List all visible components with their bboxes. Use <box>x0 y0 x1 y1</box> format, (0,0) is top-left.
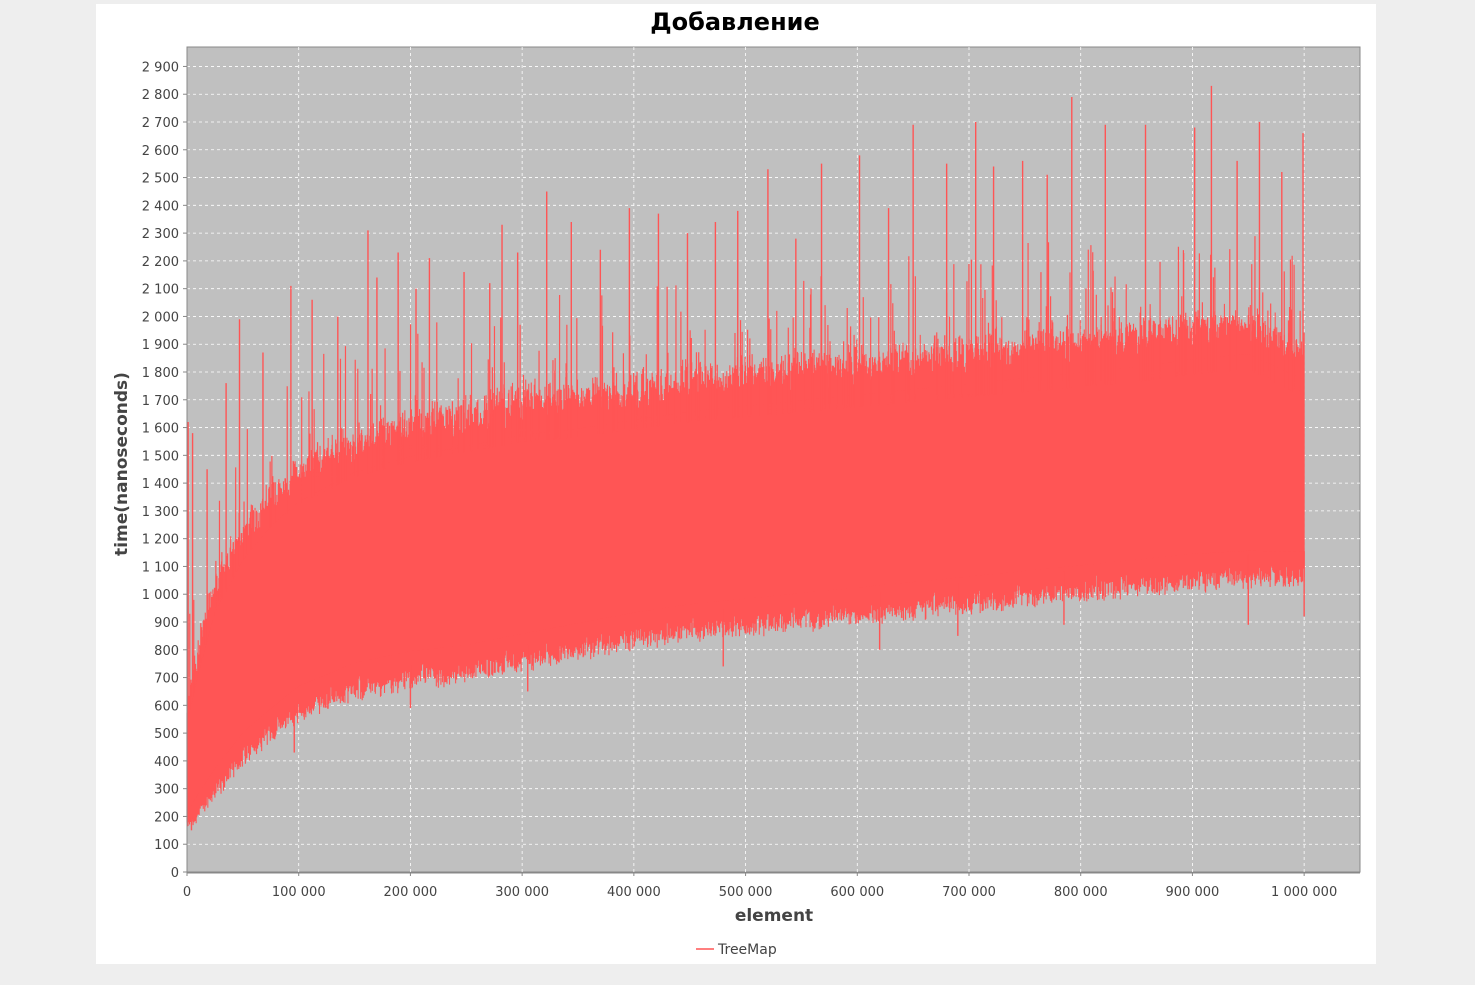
x-tick-label: 600 000 <box>830 885 884 900</box>
y-tick-label: 1 400 <box>142 477 179 492</box>
axes <box>186 47 1360 874</box>
x-tick-label: 1 000 000 <box>1271 885 1337 900</box>
y-tick-label: 1 500 <box>142 449 179 464</box>
y-tick-label: 1 900 <box>142 338 179 353</box>
y-tick-label: 0 <box>171 866 179 881</box>
y-tick-labels: 0 100 200 300 400 500 600 700 800 900 1 000 1 100 1 … <box>142 60 187 881</box>
y-tick-label: 200 <box>154 810 179 825</box>
x-tick-labels: 0 100 000 200 000 300 000 400 000 500 000 600 … <box>183 872 1337 900</box>
y-tick-label: 2 500 <box>142 172 179 187</box>
x-tick-label: 400 000 <box>607 885 661 900</box>
y-tick-label: 800 <box>154 644 179 659</box>
y-axis-label: time(nanoseconds) <box>112 372 132 556</box>
y-tick-label: 2 900 <box>142 60 179 75</box>
y-tick-label: 900 <box>154 616 179 631</box>
x-tick-label: 900 000 <box>1166 885 1220 900</box>
y-tick-label: 100 <box>154 838 179 853</box>
y-tick-label: 1 100 <box>142 560 179 575</box>
x-tick-label: 300 000 <box>495 885 549 900</box>
y-tick-label: 300 <box>154 783 179 798</box>
y-tick-label: 1 800 <box>142 366 179 381</box>
y-tick-label: 1 700 <box>142 394 179 409</box>
y-tick-label: 1 600 <box>142 422 179 437</box>
y-tick-label: 1 000 <box>142 588 179 603</box>
y-tick-label: 700 <box>154 672 179 687</box>
series-treemap-core <box>187 354 1305 813</box>
x-tick-label: 100 000 <box>272 885 326 900</box>
chart-svg: Добавление 0 100 200 300 400 500 600 700 800 900 1… <box>112 8 1361 958</box>
y-tick-label: 600 <box>154 699 179 714</box>
legend: TreeMap <box>696 942 777 958</box>
y-tick-label: 2 300 <box>142 227 179 242</box>
y-tick-label: 2 400 <box>142 199 179 214</box>
y-tick-label: 2 700 <box>142 116 179 131</box>
y-tick-label: 2 600 <box>142 144 179 159</box>
x-tick-label: 700 000 <box>942 885 996 900</box>
x-tick-label: 800 000 <box>1054 885 1108 900</box>
y-tick-label: 1 300 <box>142 505 179 520</box>
y-tick-label: 1 200 <box>142 533 179 548</box>
x-tick-label: 0 <box>183 885 191 900</box>
y-tick-label: 2 100 <box>142 283 179 298</box>
x-tick-label: 200 000 <box>384 885 438 900</box>
y-tick-label: 400 <box>154 755 179 770</box>
y-tick-label: 500 <box>154 727 179 742</box>
y-tick-label: 2 000 <box>142 310 179 325</box>
y-tick-label: 2 800 <box>142 88 179 103</box>
x-tick-label: 500 000 <box>719 885 773 900</box>
chart-panel: Добавление 0 100 200 300 400 500 600 700 800 900 1… <box>96 4 1376 964</box>
y-tick-label: 2 200 <box>142 255 179 270</box>
chart-title: Добавление <box>650 8 820 36</box>
series-treemap <box>186 85 1305 831</box>
legend-label-treemap: TreeMap <box>717 942 777 958</box>
x-axis-label: element <box>735 906 813 926</box>
